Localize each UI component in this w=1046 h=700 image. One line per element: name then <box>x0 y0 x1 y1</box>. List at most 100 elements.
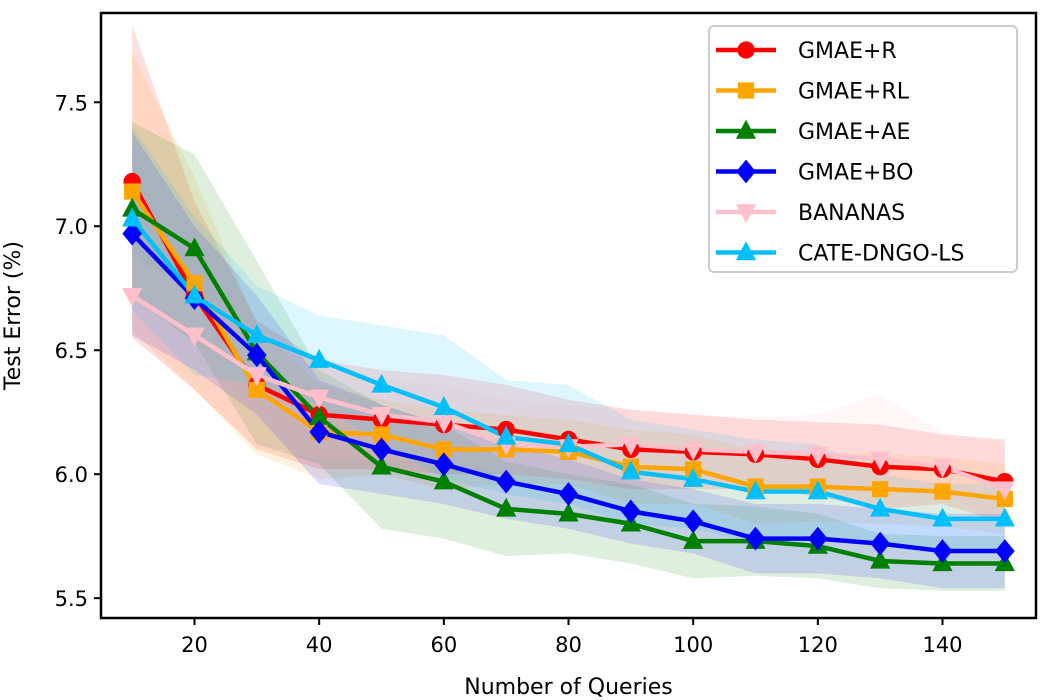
point-bananas <box>994 481 1015 501</box>
point-gmae-rl <box>934 483 951 500</box>
point-gmae-bo <box>932 539 953 563</box>
y-tick-label: 5.5 <box>55 587 88 611</box>
point-bananas <box>371 406 392 426</box>
x-tick-label: 40 <box>306 633 333 657</box>
legend-item-gmae-rl: GMAE+RL <box>716 80 910 105</box>
legend-marker <box>735 119 757 139</box>
x-tick-label: 120 <box>798 633 838 657</box>
point-gmae-bo <box>745 526 766 551</box>
y-tick-label: 7.0 <box>55 215 88 239</box>
legend-label: GMAE+R <box>798 39 897 64</box>
point-gmae-ae <box>496 497 517 517</box>
legend-item-gmae-r: GMAE+R <box>716 39 897 64</box>
band-gmae-ae <box>132 122 1005 591</box>
point-gmae-bo <box>309 420 329 444</box>
band-gmae-r <box>132 25 1005 524</box>
point-gmae-rl <box>872 480 889 498</box>
y-tick-label: 6.0 <box>55 463 88 487</box>
point-cate-dngo-ls <box>496 425 517 445</box>
point-gmae-bo <box>434 452 454 477</box>
legend-marker <box>735 204 757 224</box>
legend: GMAE+R GMAE+RL GMAE+AE GMAE+BO BANANAS CATE-D… <box>708 25 1018 273</box>
point-cate-dngo-ls <box>371 373 392 393</box>
legend-marker <box>735 241 757 261</box>
point-bananas <box>246 367 267 387</box>
point-gmae-bo <box>808 526 828 551</box>
legend-label: GMAE+AE <box>798 120 910 145</box>
point-gmae-ae <box>371 455 392 475</box>
point-cate-dngo-ls <box>433 396 454 415</box>
legend-item-bananas: BANANAS <box>716 201 905 226</box>
band-gmae-bo <box>132 132 1005 589</box>
legend-marker <box>736 159 756 184</box>
y-axis-label: Test Error (%) <box>1 241 26 391</box>
x-tick-label: 80 <box>555 633 582 657</box>
point-gmae-rl <box>248 381 265 399</box>
point-gmae-rl <box>435 441 452 458</box>
band-gmae-rl <box>132 52 1005 534</box>
series-markers <box>122 172 1015 572</box>
point-bananas <box>433 414 454 434</box>
point-cate-dngo-ls <box>870 497 891 517</box>
legend-box <box>708 25 1018 273</box>
point-cate-dngo-ls <box>122 207 143 227</box>
legend-label: BANANAS <box>798 201 905 226</box>
point-cate-dngo-ls <box>994 507 1015 527</box>
point-cate-dngo-ls <box>558 433 579 453</box>
y-tick-label: 6.5 <box>55 339 88 363</box>
legend-label: CATE-DNGO-LS <box>798 242 965 267</box>
legend-item-cate-dngo-ls: CATE-DNGO-LS <box>716 241 965 267</box>
point-gmae-bo <box>496 469 516 494</box>
point-gmae-bo <box>558 482 579 506</box>
point-cate-dngo-ls <box>620 460 641 480</box>
point-cate-dngo-ls <box>184 284 205 304</box>
point-gmae-bo <box>683 509 703 534</box>
legend-label: GMAE+RL <box>798 80 910 105</box>
band-cate-dngo-ls <box>132 127 1005 554</box>
y-tick-label: 7.5 <box>55 91 88 115</box>
x-axis-label: Number of Queries <box>464 675 673 700</box>
point-bananas <box>745 444 766 464</box>
point-bananas <box>620 436 641 456</box>
point-gmae-bo <box>995 539 1015 563</box>
point-cate-dngo-ls <box>683 467 704 487</box>
point-gmae-ae <box>122 197 143 217</box>
legend-marker <box>737 41 755 59</box>
legend-item-gmae-ae: GMAE+AE <box>716 119 910 145</box>
point-gmae-rl <box>186 275 203 292</box>
y-axis-ticks: 5.5 6.0 6.5 7.0 7.5 <box>55 91 101 611</box>
point-bananas <box>309 389 330 409</box>
x-tick-label: 60 <box>430 633 457 657</box>
legend-marker <box>737 82 755 99</box>
point-gmae-ae <box>309 405 330 425</box>
x-tick-label: 100 <box>673 633 713 657</box>
point-gmae-bo <box>621 499 641 524</box>
point-bananas <box>683 441 704 461</box>
point-bananas <box>184 327 205 347</box>
point-gmae-rl <box>124 183 141 200</box>
point-gmae-ae <box>433 470 454 490</box>
point-bananas <box>122 287 143 307</box>
point-gmae-ae <box>683 529 704 549</box>
point-gmae-ae <box>558 502 579 522</box>
point-gmae-bo <box>247 343 267 368</box>
legend-label: GMAE+BO <box>798 161 913 186</box>
x-axis-ticks: 20 40 60 80 100 120 140 <box>181 618 963 657</box>
point-gmae-ae <box>184 237 205 257</box>
point-cate-dngo-ls <box>745 480 766 500</box>
point-cate-dngo-ls <box>932 507 953 527</box>
point-gmae-bo <box>870 531 890 556</box>
point-cate-dngo-ls <box>807 480 828 500</box>
point-gmae-bo <box>122 221 142 246</box>
point-bananas <box>807 446 828 466</box>
x-tick-label: 20 <box>181 633 208 657</box>
point-gmae-ae <box>870 549 891 569</box>
point-cate-dngo-ls <box>309 348 330 368</box>
point-bananas <box>932 459 953 478</box>
point-gmae-rl <box>373 426 390 443</box>
point-gmae-bo <box>371 437 392 462</box>
legend-item-gmae-bo: GMAE+BO <box>716 159 913 186</box>
point-cate-dngo-ls <box>246 324 267 344</box>
x-tick-label: 140 <box>922 633 962 657</box>
